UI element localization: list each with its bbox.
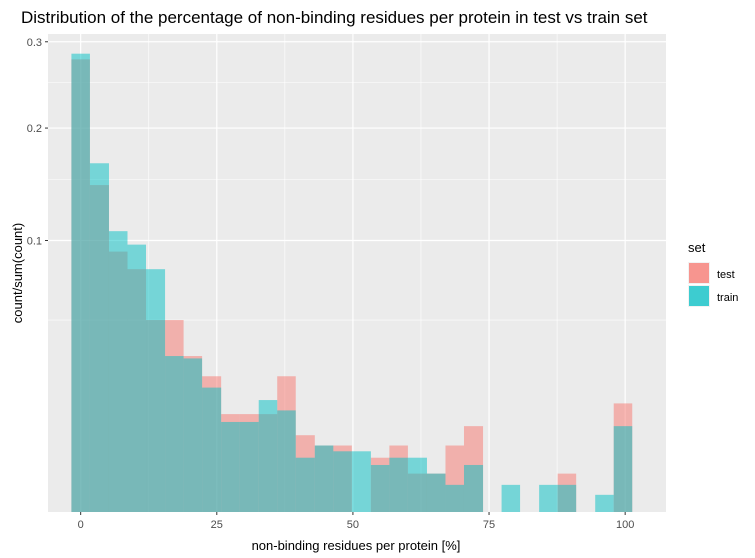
y-axis-title: count/sum(count) (10, 223, 25, 323)
bar-train (351, 451, 371, 512)
bar-train (202, 387, 222, 512)
bar-train (108, 231, 128, 512)
bar-train (183, 358, 203, 512)
x-axis-ticks: 0 25 50 75 100 (78, 512, 634, 531)
bar-train (277, 410, 296, 512)
legend: set test train (688, 240, 738, 307)
bar-train (426, 473, 446, 512)
legend-label-test: test (717, 269, 735, 281)
bar-train (221, 421, 240, 512)
bar-train (295, 457, 315, 512)
bar-train (463, 464, 484, 512)
bar-train (258, 400, 278, 512)
y-axis-ticks: 0.1 0.2 0.3 (27, 37, 48, 248)
legend-swatch-train (689, 286, 709, 306)
x-tick-label: 75 (483, 519, 495, 531)
bar-train (146, 269, 166, 512)
bar-train (595, 494, 614, 512)
bar-train (127, 244, 147, 512)
legend-title: set (688, 240, 706, 255)
y-tick-label: 0.1 (27, 236, 42, 248)
minor-gridlines (48, 34, 666, 512)
legend-swatch-test (689, 263, 709, 283)
bar-train (71, 53, 90, 512)
legend-label-train: train (717, 292, 738, 304)
x-tick-label: 25 (211, 519, 223, 531)
x-tick-label: 0 (78, 519, 84, 531)
chart-title: Distribution of the percentage of non-bi… (21, 8, 648, 27)
bar-train (613, 426, 633, 512)
bar-train (407, 457, 427, 512)
y-tick-label: 0.2 (27, 123, 42, 135)
bar-train (445, 484, 464, 512)
x-tick-label: 100 (616, 519, 634, 531)
bar-train (314, 445, 334, 512)
bar-train (389, 457, 408, 512)
bar-train (501, 484, 521, 512)
bar-train (239, 421, 259, 512)
bar-train (370, 464, 390, 512)
bar-train (557, 484, 577, 512)
series-train-bars (71, 53, 633, 512)
bar-train (165, 356, 184, 512)
bar-train (333, 451, 352, 512)
y-tick-label: 0.3 (27, 37, 42, 49)
x-axis-title: non-binding residues per protein [%] (252, 538, 461, 553)
bar-train (89, 163, 109, 512)
bar-train (539, 484, 558, 512)
x-tick-label: 50 (347, 519, 359, 531)
